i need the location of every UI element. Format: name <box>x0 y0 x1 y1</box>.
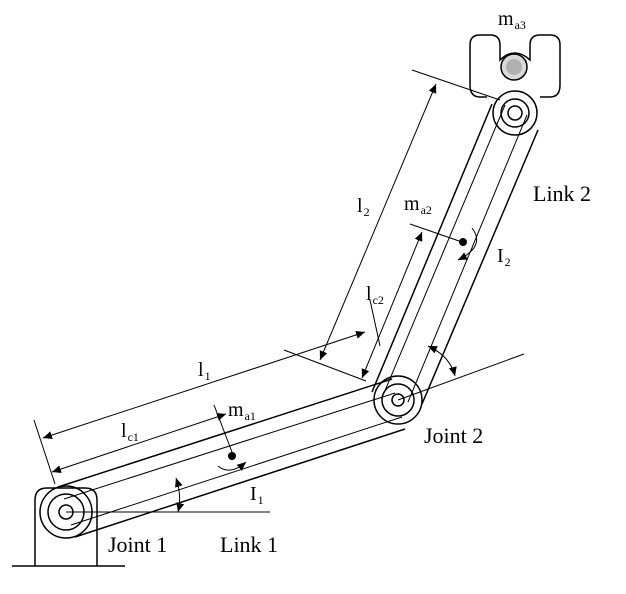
gripper <box>469 34 561 98</box>
lc2-label: lc2 <box>366 283 384 307</box>
dimension-lc2 <box>361 223 463 379</box>
dimension-l2 <box>319 69 501 361</box>
I1-label: I1 <box>250 483 264 507</box>
link2-body <box>371 103 539 405</box>
link2-label: Link 2 <box>533 181 591 206</box>
theta2-arc <box>427 345 457 377</box>
ma2-label: ma2 <box>404 193 432 217</box>
I2-label: I2 <box>497 245 511 269</box>
joint2-pin <box>391 393 405 407</box>
link1-label: Link 1 <box>220 532 278 557</box>
joint2-label: Joint 2 <box>424 423 483 448</box>
wrist-inner-ring <box>500 98 530 128</box>
ma1-label: ma1 <box>228 399 256 423</box>
ma1-center-of-mass <box>228 452 236 460</box>
lc1-label: lc1 <box>121 420 139 444</box>
joint1-label: Joint 1 <box>108 532 167 557</box>
ma2-center-of-mass <box>459 238 467 246</box>
l1-label: l1 <box>198 359 211 383</box>
joint1-base <box>34 487 98 566</box>
I2-rotation-arrow <box>457 227 478 261</box>
joint2-inner-ring <box>381 383 415 417</box>
payload-mass-shade <box>506 59 522 75</box>
l2-label: l2 <box>357 195 370 219</box>
ma3-label: ma3 <box>498 8 526 32</box>
theta1-arc <box>175 477 185 513</box>
dimension-lc1 <box>51 404 233 473</box>
joint2-reference-line <box>397 353 525 401</box>
wrist-pin <box>507 105 523 121</box>
wrist-outer-ring <box>492 90 538 136</box>
